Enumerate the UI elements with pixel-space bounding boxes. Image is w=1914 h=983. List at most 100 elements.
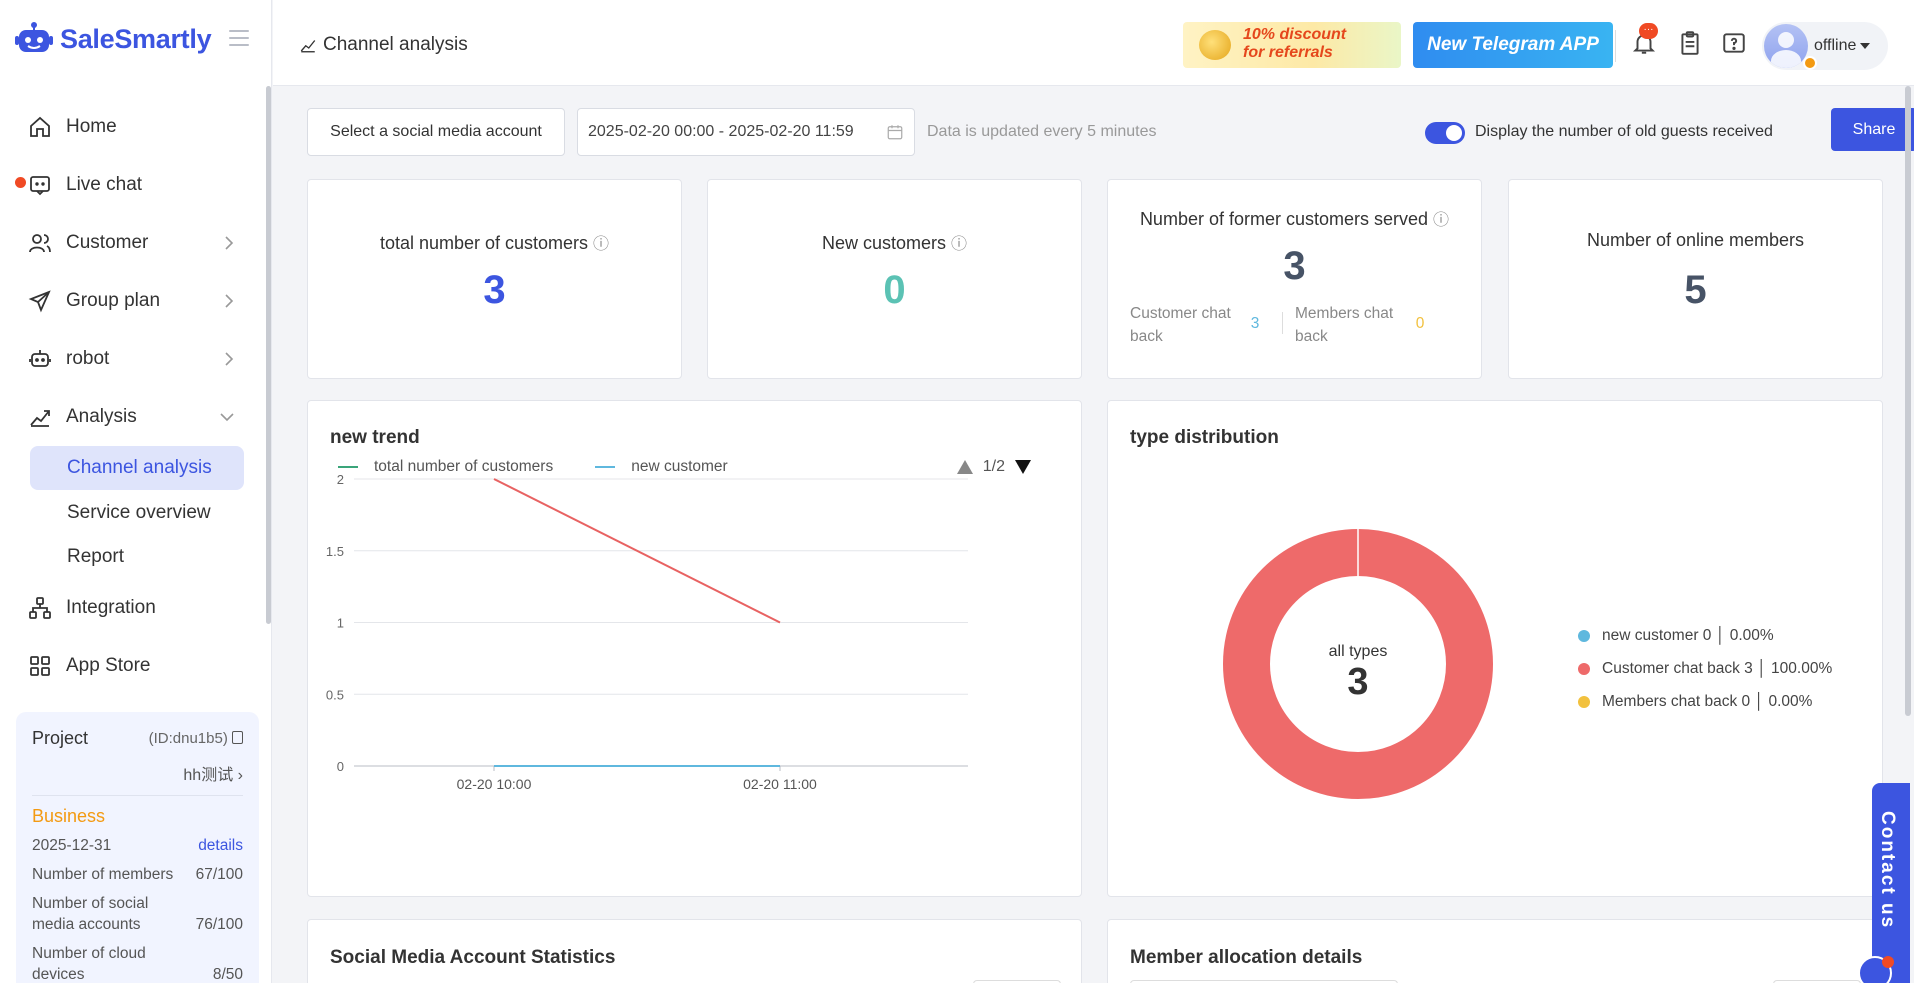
trend-line-chart: 0 0.5 1 1.5 2 02-20 10:00 02-20 11:00 bbox=[326, 472, 968, 792]
avatar bbox=[1764, 24, 1808, 68]
card-title: new trend bbox=[330, 427, 420, 448]
caret-down-icon bbox=[1860, 43, 1871, 49]
legend-row[interactable]: Members chat back 0 │ 0.00% bbox=[1578, 685, 1832, 718]
clipboard-icon[interactable] bbox=[1677, 30, 1703, 56]
donut-center-label: all types bbox=[1329, 643, 1388, 660]
sidebar-sub-channel-analysis[interactable]: Channel analysis bbox=[30, 446, 244, 490]
filter-toolbar: Select a social media account 2025-02-20… bbox=[307, 108, 1914, 156]
sidebar-item-label: Live chat bbox=[66, 174, 143, 195]
live-chat-unread-dot bbox=[15, 177, 26, 188]
info-icon[interactable]: ⓘ bbox=[1433, 212, 1450, 229]
y-tick-label: 0.5 bbox=[326, 687, 344, 702]
plan-name: Business bbox=[32, 806, 106, 826]
user-menu[interactable]: offline bbox=[1762, 22, 1888, 70]
legend-text: Members chat back 0 │ 0.00% bbox=[1602, 692, 1813, 710]
legend-swatch-total bbox=[338, 466, 358, 468]
stat-card-new: New customers ⓘ 0 bbox=[707, 179, 1082, 379]
info-icon[interactable]: ⓘ bbox=[951, 236, 968, 253]
menu-toggle-icon[interactable] bbox=[229, 30, 249, 51]
sidebar-item-group-plan[interactable]: Group plan bbox=[0, 272, 262, 330]
legend-swatch-new bbox=[595, 466, 616, 468]
sidebar-item-customer[interactable]: Customer bbox=[0, 214, 262, 272]
page-title: Channel analysis bbox=[323, 34, 468, 55]
account-select-button[interactable]: Select a social media account bbox=[307, 108, 565, 156]
date-range-picker[interactable]: 2025-02-20 00:00 - 2025-02-20 11:59 bbox=[577, 108, 915, 156]
members-back-value: 0 bbox=[1415, 315, 1425, 332]
sidebar-item-integration[interactable]: Integration bbox=[0, 579, 262, 637]
project-switcher[interactable]: hh测试 › bbox=[32, 761, 243, 796]
sidebar-item-label: Integration bbox=[66, 597, 156, 618]
breadcrumb: Channel analysis bbox=[299, 34, 468, 56]
sidebar-item-label: Home bbox=[66, 116, 117, 137]
main-content: Select a social media account 2025-02-20… bbox=[273, 86, 1914, 983]
y-tick-label: 0 bbox=[337, 759, 344, 774]
sidebar-item-analysis[interactable]: Analysis bbox=[0, 388, 262, 446]
triangle-up-icon[interactable] bbox=[956, 460, 973, 474]
legend-item-total[interactable]: total number of customers bbox=[374, 458, 554, 475]
stat-label: Number of cloud devices bbox=[32, 945, 146, 983]
old-guests-toggle-label: Display the number of old guests receive… bbox=[1475, 123, 1773, 140]
legend-dot bbox=[1578, 695, 1590, 708]
stat-label: Number of former customers served ⓘ bbox=[1139, 209, 1450, 229]
stat-label: Number of social media accounts bbox=[32, 895, 149, 933]
legend-row[interactable]: new customer 0 │ 0.00% bbox=[1578, 619, 1832, 652]
sidebar-item-app-store[interactable]: App Store bbox=[0, 637, 262, 695]
social-account-stats-card: Social Media Account Statistics bbox=[307, 919, 1082, 983]
header-divider bbox=[1615, 30, 1616, 62]
legend-item-new[interactable]: new customer bbox=[631, 458, 728, 475]
pager-text: 1/2 bbox=[982, 458, 1005, 475]
copy-icon[interactable] bbox=[232, 731, 243, 744]
card-action-button[interactable] bbox=[973, 980, 1061, 983]
legend-dot bbox=[1578, 629, 1590, 642]
card-title: Member allocation details bbox=[1130, 947, 1363, 968]
card-title: Social Media Account Statistics bbox=[330, 947, 616, 968]
sidebar-scrollbar[interactable] bbox=[266, 86, 271, 624]
stat-card-former: Number of former customers served ⓘ 3 Cu… bbox=[1107, 179, 1482, 379]
plan-details-link[interactable]: details bbox=[198, 837, 243, 854]
legend-row[interactable]: Customer chat back 3 │ 100.00% bbox=[1578, 652, 1832, 685]
old-guests-toggle[interactable] bbox=[1425, 122, 1465, 144]
help-icon[interactable] bbox=[1721, 30, 1747, 56]
y-tick-label: 1.5 bbox=[326, 544, 344, 559]
contact-us-button[interactable]: Contact us bbox=[1872, 783, 1910, 983]
info-icon[interactable]: ⓘ bbox=[593, 236, 610, 253]
notification-badge: ··· bbox=[1639, 23, 1658, 39]
donut-legend: new customer 0 │ 0.00% Customer chat bac… bbox=[1578, 619, 1832, 718]
sidebar-sub-service-overview[interactable]: Service overview bbox=[67, 502, 211, 523]
analytics-icon bbox=[300, 40, 316, 53]
sidebar-sub-report[interactable]: Report bbox=[67, 546, 125, 567]
stat-value: 5 bbox=[1684, 268, 1707, 312]
customer-back-label: Customer chat back bbox=[1130, 305, 1231, 345]
x-tick-label: 02-20 10:00 bbox=[457, 776, 532, 792]
member-select[interactable] bbox=[1130, 980, 1398, 983]
stat-label: total number of customers ⓘ bbox=[379, 233, 610, 253]
stat-card-online: Number of online members 5 bbox=[1508, 179, 1883, 379]
chevron-right-icon: › bbox=[237, 767, 243, 784]
chevron-right-icon bbox=[225, 352, 234, 366]
sidebar-item-robot[interactable]: robot bbox=[0, 330, 262, 388]
share-button[interactable]: Share bbox=[1831, 108, 1914, 151]
project-id: (ID:dnu1b5) bbox=[149, 730, 243, 747]
banner-line2: for referrals bbox=[1243, 44, 1333, 61]
sidebar-item-home[interactable]: Home bbox=[0, 98, 262, 156]
page-scrollbar[interactable] bbox=[1905, 86, 1911, 716]
referral-discount-banner[interactable]: 10% discount for referrals bbox=[1183, 22, 1401, 68]
chat-icon bbox=[30, 176, 50, 196]
stat-label: New customers ⓘ bbox=[821, 233, 968, 253]
sidebar-item-live-chat[interactable]: Live chat bbox=[0, 156, 262, 214]
series-line-total-number-of-customers[interactable] bbox=[493, 478, 781, 624]
banner-line1: 10% discount bbox=[1243, 26, 1347, 43]
top-header: Channel analysis 10% discount for referra… bbox=[273, 0, 1914, 86]
sidebar-item-label: Analysis bbox=[66, 406, 137, 427]
former-breakdown: Customer chat back 3 Members chat back 0 bbox=[1130, 302, 1460, 348]
triangle-down-icon[interactable] bbox=[1015, 460, 1031, 474]
telegram-app-banner[interactable]: New Telegram APP bbox=[1413, 22, 1613, 68]
card-title: type distribution bbox=[1130, 427, 1279, 448]
legend-pager: 1/2 bbox=[956, 458, 1031, 476]
chart-legend: total number of customers new customer bbox=[338, 458, 728, 476]
logo-text: SaleSmartly bbox=[60, 23, 212, 54]
sidebar-item-label: robot bbox=[66, 348, 110, 369]
logo[interactable]: SaleSmartly bbox=[14, 20, 212, 58]
x-tick-label: 02-20 11:00 bbox=[743, 776, 817, 792]
sidebar-item-label: App Store bbox=[66, 655, 151, 676]
